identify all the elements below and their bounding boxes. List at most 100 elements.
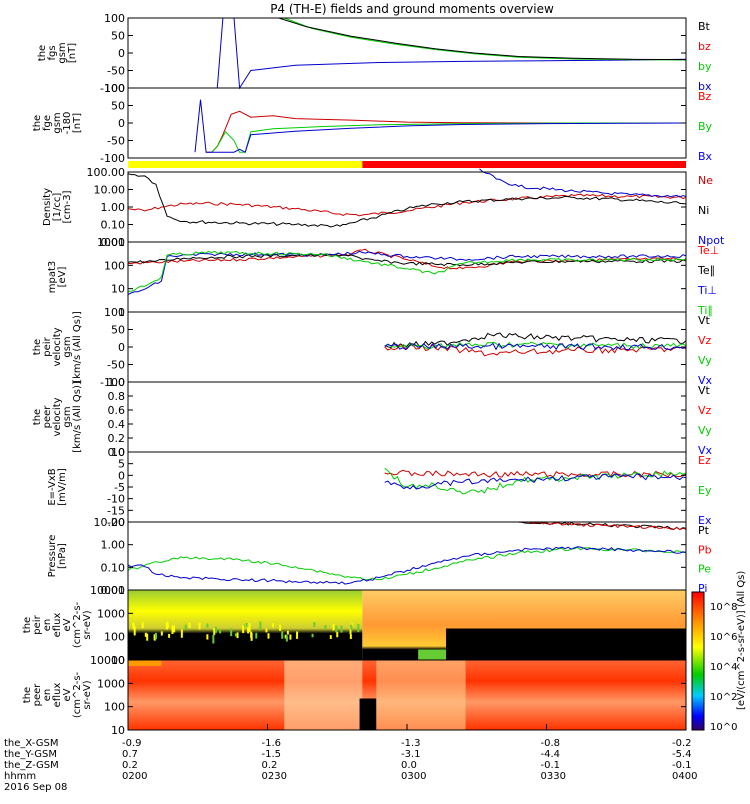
legend-temperature-Te∥: Te∥ — [697, 264, 715, 277]
ylabel-line: gsm — [62, 336, 73, 357]
series-density-Npot — [479, 168, 687, 198]
series-temperature-Ti⊥ — [127, 250, 687, 295]
peir-heatmap-speckle — [214, 626, 217, 633]
ephemeris-value: -0.8 — [541, 738, 561, 749]
peir-heatmap-speckle — [255, 632, 258, 639]
peir-heatmap-speckle — [267, 633, 270, 639]
ytick-label: 0.4 — [108, 418, 126, 431]
ephemeris-label: the_X-GSM — [4, 738, 58, 749]
series-efield-Ex — [384, 473, 687, 490]
colorbar-tick: 10^4 — [710, 662, 737, 673]
ytick-label: 0 — [118, 469, 125, 482]
ylabel-line: mpat3 — [47, 261, 58, 294]
ylabel-line: fgs — [47, 45, 58, 60]
peir-heatmap-speckle — [245, 623, 248, 627]
ephemeris-value: -1.6 — [262, 738, 282, 749]
ylabel-line: the — [37, 45, 48, 61]
peer-heatmap-band — [284, 660, 363, 730]
peir-heatmap-speckle — [160, 631, 163, 636]
ytick-label: -15 — [107, 504, 125, 517]
legend-peer-velocity-Vz: Vz — [698, 404, 712, 417]
peer-heatmap-edge — [128, 660, 162, 666]
series-temperature-Ti∥ — [127, 250, 687, 292]
ylabel-line: eV — [62, 688, 73, 701]
ytick-label: -50 — [107, 135, 125, 148]
ytick-label: 100 — [104, 82, 125, 95]
mode-bar-segment — [128, 161, 363, 168]
colorbar-tick: 10^2 — [710, 692, 737, 703]
ytick-label: 0.6 — [108, 404, 126, 417]
ylabel-line: gsm — [57, 42, 68, 63]
legend-peir-velocity-Vt: Vt — [698, 314, 711, 327]
legend-pressure-Pt: Pt — [698, 524, 710, 537]
peir-heatmap-speckle — [285, 635, 288, 642]
ytick-label: 0.10 — [101, 219, 126, 232]
peir-heatmap-speckle — [250, 632, 253, 641]
ylabel-line: peer — [42, 405, 53, 429]
ytick-label: 10 — [111, 654, 125, 667]
peir-heatmap-speckle — [144, 632, 147, 637]
ylabel-line: (cm^2-s- — [72, 601, 83, 648]
ytick-label: 50 — [111, 30, 125, 43]
panel-peer-spectrogram: 10000 1000 100 10 the peer en eflux eV (cm^2-s-sr… — [22, 654, 687, 737]
panel-fgs: 100 50 0 -50 -100 the fgs gsm [nT] Bt bz by bx — [37, 12, 712, 95]
ephemeris-value: 0300 — [401, 771, 426, 782]
ytick-label: -20 — [107, 516, 125, 529]
ytick-label: 0.0 — [108, 446, 126, 459]
ylabel-line: peir — [42, 336, 53, 356]
figure-title: P4 (TH-E) fields and ground moments over… — [270, 2, 554, 16]
legend-fge-By: By — [698, 120, 713, 133]
ytick-label: -100 — [100, 152, 125, 165]
peir-heatmap-speckle — [350, 624, 353, 631]
ytick-label: 100 — [104, 306, 125, 319]
peir-heatmap-speckle — [236, 632, 239, 639]
peir-heatmap-speckle — [340, 625, 343, 633]
ephemeris-label: the_Z-GSM — [4, 760, 59, 771]
ylabel-line: sr-eV) — [82, 680, 93, 709]
ylabel-line: velocity — [52, 327, 63, 366]
series-pressure-Pb — [518, 521, 687, 531]
peer-heatmap-band — [376, 660, 466, 730]
series-density-Ni — [127, 173, 687, 228]
series-fge-Bx — [194, 99, 687, 153]
legend-temperature-Ti⊥: Ti⊥ — [697, 284, 717, 297]
ylabel-line: fge — [42, 115, 53, 131]
ylabel-line: gsm — [52, 112, 63, 133]
ylabel-line: eV — [62, 618, 73, 631]
peir-heatmap-speckle — [296, 631, 299, 639]
ytick-label: 10.00 — [94, 184, 126, 197]
ylabel-line: -180 — [62, 112, 73, 135]
ephemeris-value: -0.9 — [122, 738, 142, 749]
legend-peer-velocity-Vt: Vt — [698, 384, 711, 397]
peir-heatmap-speckle — [259, 621, 262, 631]
ytick-label: 1 — [118, 306, 125, 319]
peir-heatmap-speckle — [188, 622, 191, 628]
ytick-label: 50 — [111, 324, 125, 337]
peir-heatmap-speckle — [184, 624, 187, 630]
ytick-label: 10 — [111, 446, 125, 459]
panel-peir-spectrogram: 10000 1000 100 10 the peir en eflux eV (cm^2-s-sr… — [22, 584, 687, 667]
peir-heatmap-speckle — [247, 627, 250, 634]
ylabel-line: gsm — [62, 406, 73, 427]
series-fgs-bx — [216, 17, 687, 90]
ephemeris-value: 0.0 — [401, 760, 417, 771]
panel-pressure: 10.00 1.00 0.10 0.01 Pressure [nPa] Pt Pb Pe Pi — [47, 516, 712, 597]
peir-heatmap-speckle — [281, 631, 284, 639]
ylabel-line: [km/s (All Qs)] — [72, 311, 83, 383]
ylabel-line: Pressure — [47, 535, 58, 578]
ephemeris-value: -0.1 — [541, 760, 561, 771]
ylabel-line: eflux — [52, 613, 63, 638]
peir-heatmap-speckle — [265, 628, 268, 633]
peir-heatmap-speckle — [248, 623, 251, 632]
peir-heatmap-speckle — [336, 631, 339, 638]
ylabel-line: [eV] — [57, 267, 68, 288]
legend-fgs-bx: bx — [698, 80, 712, 93]
legend-efield-Ez: Ez — [698, 454, 711, 467]
legend-fge-Bz: Bz — [698, 90, 712, 103]
ylabel-line: the — [22, 687, 33, 703]
ylabel-line: Density — [42, 188, 53, 226]
ephemeris-value: 0.2 — [122, 760, 138, 771]
ylabel-line: peer — [32, 683, 43, 707]
